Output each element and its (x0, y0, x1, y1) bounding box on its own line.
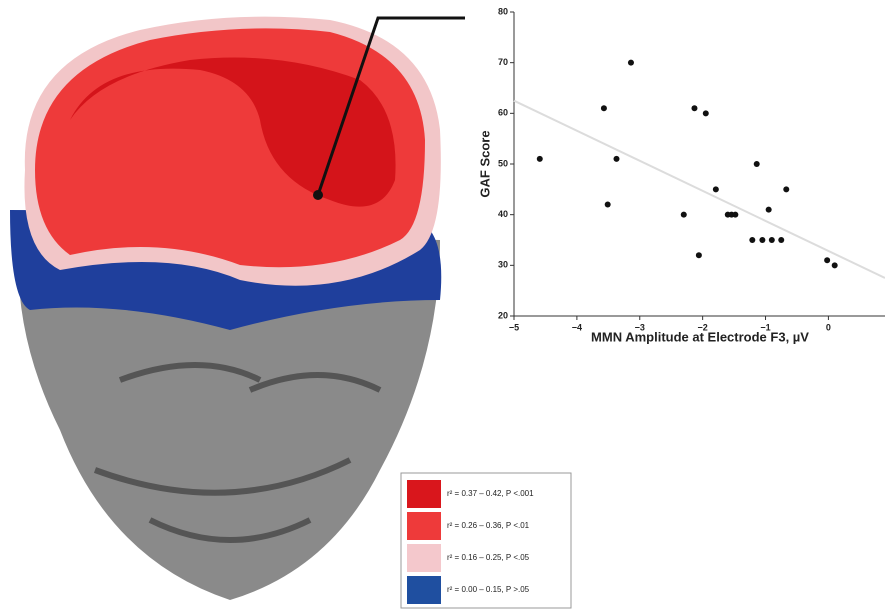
data-point (732, 212, 738, 218)
y-tick-label: 20 (498, 310, 508, 320)
head-legend: r² = 0.37 – 0.42, P <.001 r² = 0.26 – 0.3… (401, 473, 571, 608)
x-tick-label: 0 (826, 322, 831, 332)
y-tick-label: 70 (498, 57, 508, 67)
trend-line (514, 101, 885, 278)
x-axis-label: MMN Amplitude at Electrode F3, µV (591, 329, 809, 344)
data-point (605, 202, 611, 208)
data-point (759, 237, 765, 243)
data-point (766, 207, 772, 213)
y-tick-label: 60 (498, 108, 508, 118)
head-map (10, 17, 465, 600)
data-point (691, 105, 697, 111)
data-point (783, 186, 789, 192)
legend-label: r² = 0.37 – 0.42, P <.001 (447, 489, 534, 498)
legend-swatch (407, 512, 441, 540)
data-point (749, 237, 755, 243)
data-point (778, 237, 784, 243)
data-point (754, 161, 760, 167)
x-tick-label: −5 (509, 322, 519, 332)
y-tick-label: 30 (498, 260, 508, 270)
data-point (681, 212, 687, 218)
y-tick-label: 50 (498, 158, 508, 168)
data-point (713, 186, 719, 192)
x-tick-label: −4 (572, 322, 582, 332)
legend-label: r² = 0.16 – 0.25, P <.05 (447, 553, 530, 562)
page: {"chart_data": {"type": "scatter", "xlab… (0, 0, 885, 610)
electrode (313, 190, 323, 200)
legend-label: r² = 0.26 – 0.36, P <.01 (447, 521, 530, 530)
y-tick-label: 40 (498, 209, 508, 219)
data-point (537, 156, 543, 162)
legend-swatch (407, 544, 441, 572)
legend-label: r² = 0.00 – 0.15, P >.05 (447, 585, 530, 594)
data-point (613, 156, 619, 162)
data-point (601, 105, 607, 111)
y-axis-label: GAF Score (477, 130, 492, 197)
figure: r² = 0.37 – 0.42, P <.001 r² = 0.26 – 0.3… (0, 0, 885, 610)
legend-swatch (407, 576, 441, 604)
data-point (832, 262, 838, 268)
y-tick-label: 80 (498, 6, 508, 16)
data-point (696, 252, 702, 258)
legend-swatch (407, 480, 441, 508)
data-point (769, 237, 775, 243)
data-point (703, 110, 709, 116)
data-point (824, 257, 830, 263)
data-point (628, 60, 634, 66)
